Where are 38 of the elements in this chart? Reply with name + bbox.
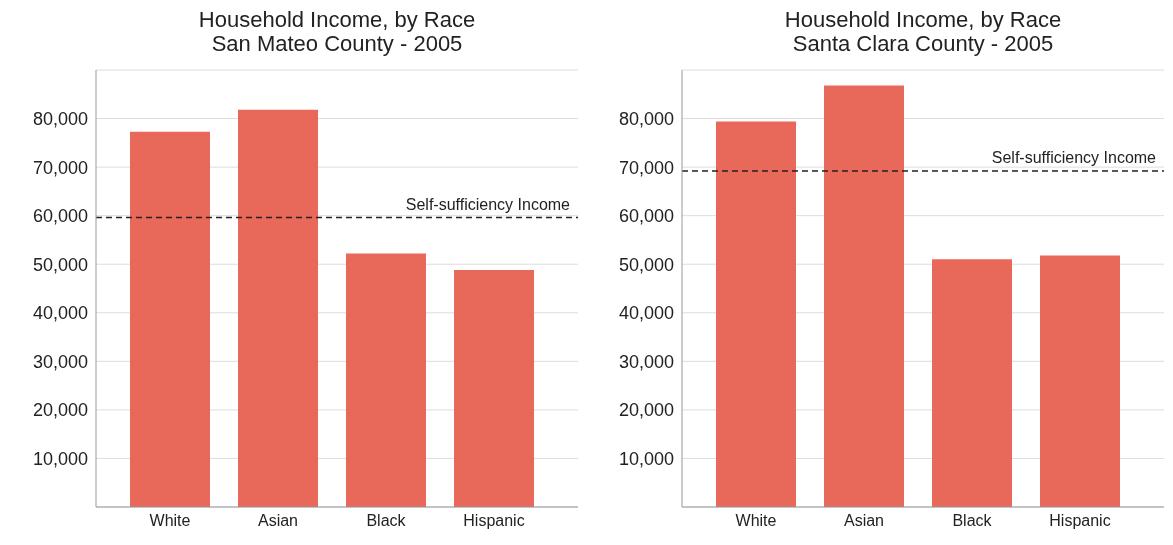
bar bbox=[346, 253, 426, 507]
x-tick-label: White bbox=[149, 512, 191, 530]
bar bbox=[130, 131, 210, 507]
chart-subtitle: San Mateo County - 2005 bbox=[210, 31, 464, 56]
ref-line-label: Self-sufficiency Income bbox=[405, 195, 571, 213]
y-tick-label: 20,000 bbox=[32, 400, 88, 421]
chart-title: Household Income, by Race bbox=[783, 7, 1063, 32]
chart-subtitle: Santa Clara County - 2005 bbox=[791, 31, 1055, 56]
x-tick-label: Asian bbox=[257, 512, 299, 530]
y-tick-label: 10,000 bbox=[32, 448, 88, 469]
y-tick-label: 30,000 bbox=[618, 351, 674, 372]
y-tick-label: 40,000 bbox=[618, 303, 674, 324]
bar bbox=[238, 109, 318, 507]
bar bbox=[824, 85, 904, 507]
chart-title: Household Income, by Race bbox=[197, 7, 477, 32]
x-tick-label: Asian bbox=[843, 512, 885, 530]
y-tick-label: 30,000 bbox=[32, 351, 88, 372]
y-tick-label: 60,000 bbox=[32, 206, 88, 227]
bar bbox=[716, 121, 796, 507]
bar bbox=[1040, 255, 1120, 507]
bar bbox=[454, 270, 534, 507]
ref-line-label: Self-sufficiency Income bbox=[991, 149, 1157, 166]
y-tick-label: 60,000 bbox=[618, 206, 674, 227]
y-tick-label: 50,000 bbox=[32, 254, 88, 275]
x-tick-label: Black bbox=[366, 512, 407, 530]
bar bbox=[932, 259, 1012, 507]
x-tick-label: Hispanic bbox=[1049, 512, 1111, 530]
y-tick-label: 70,000 bbox=[618, 157, 674, 178]
y-tick-label: 80,000 bbox=[32, 108, 88, 129]
y-tick-label: 70,000 bbox=[32, 157, 88, 178]
x-tick-label: White bbox=[735, 512, 777, 530]
y-tick-label: 20,000 bbox=[618, 400, 674, 421]
y-tick-label: 40,000 bbox=[32, 303, 88, 324]
y-tick-label: 50,000 bbox=[618, 254, 674, 275]
y-tick-label: 10,000 bbox=[618, 448, 674, 469]
y-tick-label: 80,000 bbox=[618, 108, 674, 129]
x-tick-label: Black bbox=[952, 512, 993, 530]
x-tick-label: Hispanic bbox=[463, 512, 525, 530]
